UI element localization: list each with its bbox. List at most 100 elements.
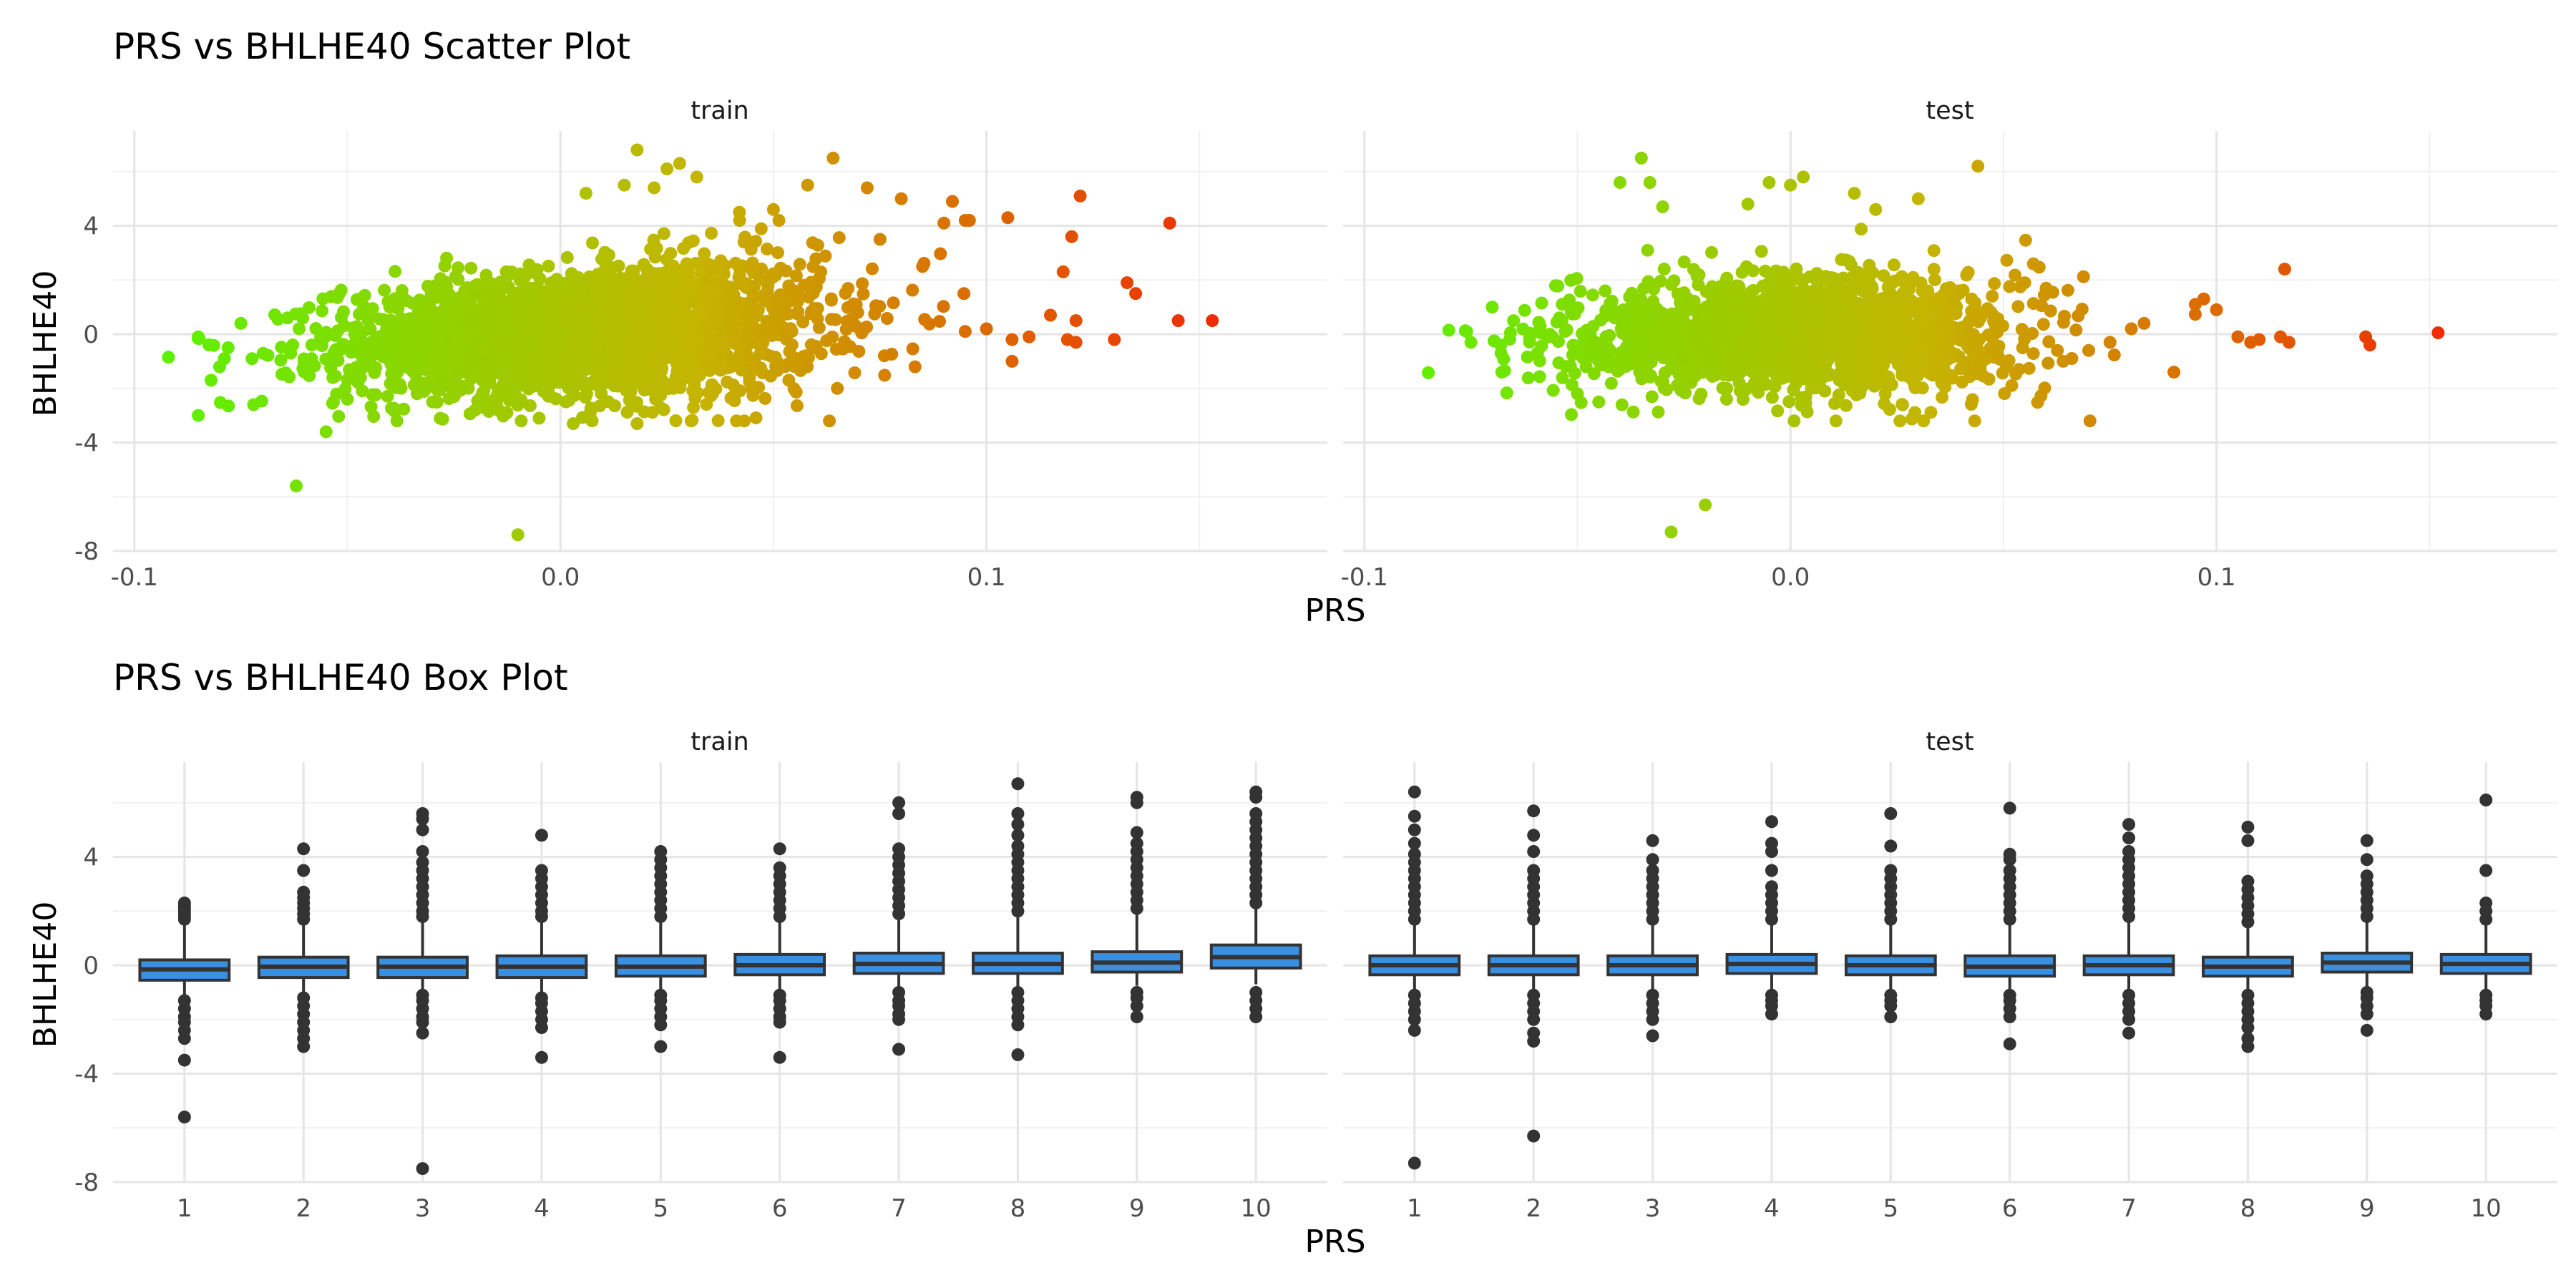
scatter-point — [2000, 360, 2014, 374]
scatter-point — [627, 264, 640, 278]
scatter-point — [544, 341, 557, 354]
scatter-point — [2058, 309, 2071, 323]
scatter-point — [918, 313, 932, 326]
box-outlier — [1011, 1048, 1025, 1061]
box-y-tick-label: 4 — [83, 844, 99, 872]
scatter-point — [793, 258, 806, 271]
scatter-point — [735, 364, 748, 377]
scatter-point — [906, 283, 919, 297]
scatter-point — [429, 366, 442, 379]
scatter-point — [1782, 395, 1796, 409]
scatter-point — [1494, 338, 1508, 352]
box-outlier — [535, 829, 548, 842]
scatter-point — [450, 333, 464, 346]
box-outlier — [177, 1111, 191, 1124]
scatter-point — [431, 288, 444, 301]
box-outlier — [1011, 1018, 1025, 1032]
scatter-point — [1600, 353, 1614, 366]
box-panel-test: test 1 2 3 4 5 6 7 8 9 10 — [1343, 728, 2557, 1223]
box-outlier — [416, 1026, 429, 1040]
scatter-point — [1843, 366, 1856, 379]
scatter-point — [1682, 368, 1696, 381]
scatter-point — [1521, 350, 1534, 364]
scatter-point — [1762, 176, 1776, 189]
scatter-point — [567, 381, 580, 394]
scatter-point — [957, 287, 971, 301]
scatter-point — [946, 195, 959, 208]
scatter-point — [1171, 314, 1185, 328]
scatter-point — [1911, 192, 1925, 205]
scatter-point — [1065, 230, 1078, 243]
scatter-point — [1767, 316, 1780, 330]
box-outlier — [654, 845, 668, 858]
scatter-point — [333, 343, 347, 356]
scatter-point — [737, 235, 751, 249]
scatter-point — [620, 374, 634, 387]
scatter-point — [498, 297, 512, 311]
scatter-y-tick-label: 4 — [83, 213, 99, 241]
scatter-point — [1719, 363, 1733, 376]
scatter-point — [583, 406, 597, 419]
scatter-point — [486, 282, 499, 296]
scatter-point — [2038, 381, 2051, 395]
scatter-point — [2051, 343, 2064, 357]
box-outlier — [1011, 818, 1025, 831]
scatter-point — [1771, 404, 1785, 418]
scatter-point — [823, 414, 836, 428]
scatter-point — [601, 349, 615, 363]
scatter-plot-title: PRS vs BHLHE40 Scatter Plot — [113, 26, 630, 67]
scatter-point — [629, 354, 643, 368]
scatter-point — [1991, 346, 2004, 359]
scatter-point — [1740, 260, 1753, 273]
scatter-point — [1533, 370, 1546, 384]
box-outlier — [416, 1162, 429, 1176]
scatter-point — [1837, 271, 1850, 285]
scatter-point — [533, 336, 547, 349]
scatter-point — [542, 286, 555, 300]
box-outlier — [2479, 864, 2493, 877]
scatter-point — [293, 322, 306, 336]
scatter-point — [2210, 303, 2223, 316]
scatter-point — [221, 341, 235, 354]
scatter-point — [1784, 178, 1797, 192]
box-outlier — [1765, 880, 1778, 894]
box-outlier — [297, 885, 311, 899]
box-outlier — [535, 1050, 548, 1064]
scatter-point — [1838, 355, 1850, 369]
scatter-point — [283, 370, 296, 384]
scatter-point — [788, 284, 801, 298]
scatter-point — [2057, 354, 2070, 368]
scatter-point — [1543, 328, 1556, 341]
scatter-point — [832, 231, 846, 245]
scatter-point — [1719, 275, 1732, 289]
scatter-point — [1533, 319, 1547, 333]
scatter-point — [1599, 343, 1612, 357]
scatter-point — [1500, 386, 1513, 400]
scatter-point — [700, 283, 713, 297]
box-outlier — [1527, 1129, 1541, 1143]
scatter-point — [406, 365, 419, 379]
scatter-point — [548, 359, 562, 373]
scatter-point — [711, 414, 725, 427]
scatter-point — [761, 243, 774, 255]
scatter-point — [2032, 260, 2046, 274]
scatter-point — [319, 425, 333, 439]
scatter-point — [673, 157, 686, 170]
scatter-point — [730, 334, 743, 348]
scatter-point — [826, 151, 840, 165]
scatter-point — [648, 250, 662, 264]
box-x-tick-label: 2 — [1526, 1194, 1541, 1223]
scatter-point — [609, 278, 623, 291]
scatter-point — [431, 306, 444, 320]
box-y-axis-title: BHLHE40 — [27, 902, 64, 1048]
scatter-point — [2011, 300, 2025, 313]
scatter-point — [781, 307, 795, 321]
scatter-point — [1780, 308, 1793, 322]
scatter-point — [1648, 333, 1662, 347]
scatter-point — [205, 374, 218, 387]
scatter-point — [1705, 245, 1718, 259]
scatter-point — [1073, 189, 1087, 203]
box-outlier — [773, 842, 786, 856]
scatter-point — [1797, 170, 1810, 184]
box-outlier — [1249, 807, 1263, 820]
